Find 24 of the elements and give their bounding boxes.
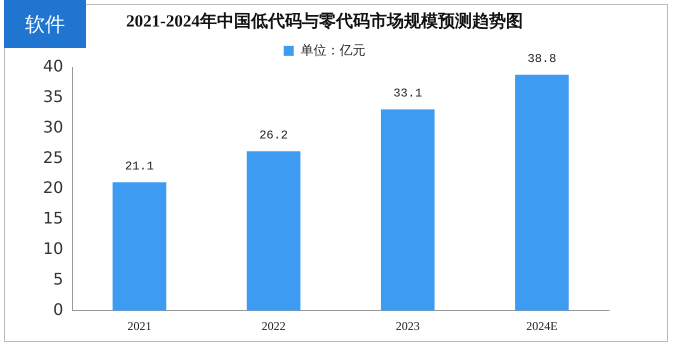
y-tick-label: 25 xyxy=(43,148,64,167)
y-tick-label: 10 xyxy=(43,238,64,258)
data-label: 26.2 xyxy=(259,128,288,142)
bar xyxy=(380,109,435,311)
y-tick-label: 40 xyxy=(43,56,64,76)
y-tick-label: 15 xyxy=(43,208,64,228)
chart-title: 2021-2024年中国低代码与零代码市场规模预测趋势图 xyxy=(126,12,523,31)
bar xyxy=(515,74,569,311)
y-tick-label: 5 xyxy=(53,269,64,288)
y-tick-label: 20 xyxy=(43,178,64,198)
data-label: 33.1 xyxy=(393,86,422,101)
legend-label: 单位：亿元 xyxy=(300,43,366,58)
y-tick-label: 35 xyxy=(43,86,64,106)
y-tick-label: 30 xyxy=(43,117,64,136)
bar xyxy=(246,151,300,311)
bar xyxy=(112,182,166,311)
x-tick-label: 2021 xyxy=(127,318,152,333)
data-label: 21.1 xyxy=(125,159,154,174)
x-tick-label: 2023 xyxy=(396,318,420,333)
text: 软件 xyxy=(4,0,86,48)
x-tick-label: 2024E xyxy=(526,318,558,333)
x-tick-label: 2022 xyxy=(262,318,286,333)
data-label: 38.8 xyxy=(528,52,556,66)
y-tick-label: 0 xyxy=(53,300,64,319)
